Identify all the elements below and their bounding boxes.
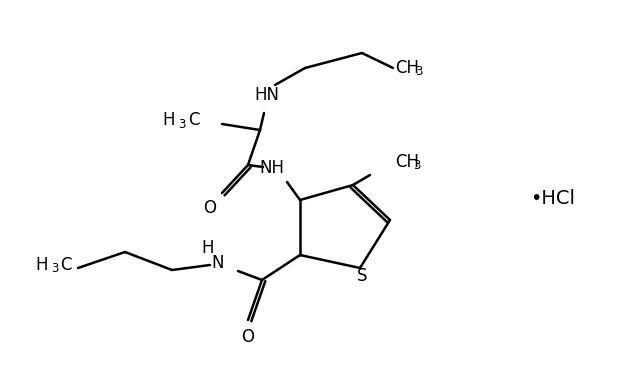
Text: H: H bbox=[202, 239, 214, 257]
Text: S: S bbox=[356, 267, 367, 285]
Text: •HCl: •HCl bbox=[530, 188, 575, 207]
Text: C: C bbox=[188, 111, 200, 129]
Text: N: N bbox=[212, 254, 224, 272]
Text: CH: CH bbox=[395, 153, 419, 171]
Text: 3: 3 bbox=[415, 65, 422, 78]
Text: H: H bbox=[35, 256, 48, 274]
Text: 3: 3 bbox=[413, 159, 420, 172]
Text: O: O bbox=[241, 328, 255, 346]
Text: H: H bbox=[163, 111, 175, 129]
Text: C: C bbox=[60, 256, 72, 274]
Text: 3: 3 bbox=[51, 262, 58, 275]
Text: 3: 3 bbox=[178, 118, 186, 131]
Text: CH: CH bbox=[395, 59, 419, 77]
Text: O: O bbox=[204, 199, 216, 217]
Text: NH: NH bbox=[259, 159, 285, 177]
Text: HN: HN bbox=[255, 86, 280, 104]
